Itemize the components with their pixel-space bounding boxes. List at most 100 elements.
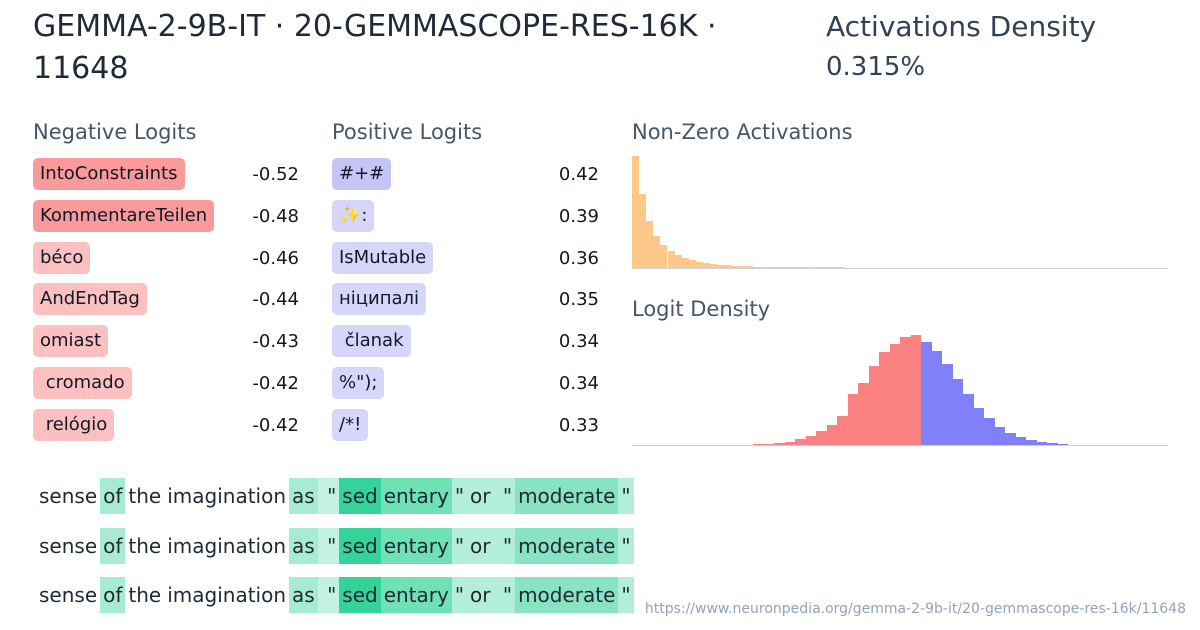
feature-title: GEMMA-2-9B-IT · 20-GEMMASCOPE-RES-16K · … [33, 9, 717, 86]
density-bar [963, 393, 974, 445]
positive-logits-title: Positive Logits [332, 120, 483, 144]
example-token: moderate [515, 527, 619, 564]
activations-title: Non-Zero Activations [632, 120, 853, 144]
activation-bar [745, 265, 753, 268]
activation-bar [809, 266, 817, 268]
example-token: imagination [164, 577, 290, 613]
logit-value: 0.36 [558, 247, 599, 269]
activation-bar [695, 261, 703, 268]
logit-token: IntoConstraints [33, 158, 185, 190]
density-bar [805, 436, 816, 445]
density-bar [921, 341, 932, 445]
density-bar [847, 393, 858, 445]
activation-bar [752, 266, 760, 268]
activation-bar [660, 244, 668, 268]
density-bar [973, 407, 984, 445]
example-token: sense [36, 577, 101, 613]
example-token: sed [339, 478, 381, 514]
example-line: sense of the imagination as " sed entary " or " m… [36, 527, 634, 564]
example-token: the [125, 577, 165, 613]
density-bar [900, 336, 911, 445]
activation-bar [688, 259, 696, 268]
example-token: entary [380, 478, 452, 514]
logit-value: 0.39 [558, 205, 599, 227]
logit-token: članak [332, 325, 411, 358]
source-url[interactable]: https://www.neuronpedia.org/gemma-2-9b-i… [644, 601, 1186, 617]
activation-bar [788, 266, 796, 268]
density-bar [826, 425, 837, 445]
example-token: " [618, 478, 634, 514]
density-bar [910, 335, 921, 445]
activation-bar [759, 266, 767, 268]
logit-value: -0.46 [252, 247, 299, 269]
example-token: or [467, 577, 494, 613]
activation-bar [632, 156, 640, 268]
logit-value: -0.43 [252, 331, 299, 353]
example-token: " [451, 478, 468, 514]
activation-bar [681, 257, 689, 268]
activation-bar [802, 266, 810, 268]
logit-token: KommentareTeilen [33, 199, 215, 232]
activation-bar [766, 266, 774, 268]
logit-token: omiast [33, 325, 109, 358]
density-bar [931, 350, 942, 445]
example-token: " [618, 577, 634, 613]
logit-token: béco [33, 241, 91, 274]
example-token: imagination [164, 527, 290, 564]
example-token: sed [339, 577, 381, 613]
example-token: sense [36, 478, 101, 514]
logit-token: IsMutable [332, 241, 434, 274]
example-token: the [125, 478, 165, 514]
logit-token: #+# [332, 158, 392, 190]
logit-value: -0.44 [252, 289, 299, 311]
density-bar [868, 366, 879, 445]
logit-token: relógio [33, 408, 115, 441]
example-token: as [289, 527, 318, 564]
logit-token: AndEndTag [33, 283, 147, 316]
logit-token: cromado [33, 367, 132, 399]
logit-value: 0.34 [558, 331, 599, 353]
density-bar [837, 415, 848, 445]
example-token: as [289, 577, 318, 613]
example-token: " [317, 527, 340, 564]
logit-value: 0.35 [558, 289, 599, 311]
logit-value: -0.48 [252, 205, 299, 227]
activation-bar [710, 263, 718, 268]
logit-value: -0.42 [252, 373, 299, 394]
density-bar [795, 439, 806, 445]
activation-bar [724, 264, 732, 268]
logit-value: 0.42 [558, 164, 599, 185]
activation-bar [830, 266, 838, 268]
example-token: or [467, 478, 494, 514]
activation-bar [738, 265, 746, 268]
activation-bar [816, 266, 824, 268]
density-bar [1047, 443, 1058, 445]
activation-bar [717, 264, 725, 268]
example-token: of [100, 527, 126, 564]
density-bar [858, 383, 869, 445]
density-bar [952, 379, 963, 445]
density-bar [994, 427, 1005, 445]
activation-bar [653, 236, 661, 268]
logit-value: -0.42 [252, 414, 299, 436]
example-token: as [289, 478, 318, 514]
density-bar [763, 444, 774, 445]
example-token: " [451, 577, 468, 613]
example-token: of [100, 478, 126, 514]
activation-bar [795, 266, 803, 268]
activations-baseline [632, 268, 1168, 269]
density-bar [879, 351, 890, 445]
density-bar [1026, 440, 1037, 445]
density-bar [753, 444, 764, 445]
density-value: 0.315% [826, 52, 926, 82]
logit-density-title: Logit Density [632, 297, 771, 321]
example-token: " [618, 527, 634, 564]
activation-bar [823, 266, 831, 268]
logit-token: /*! [332, 408, 369, 441]
activation-bar [703, 262, 711, 268]
example-token: sense [36, 527, 101, 564]
logit-value: 0.33 [558, 414, 599, 436]
density-label: Activations Density [826, 10, 1097, 43]
example-token: entary [380, 577, 452, 613]
